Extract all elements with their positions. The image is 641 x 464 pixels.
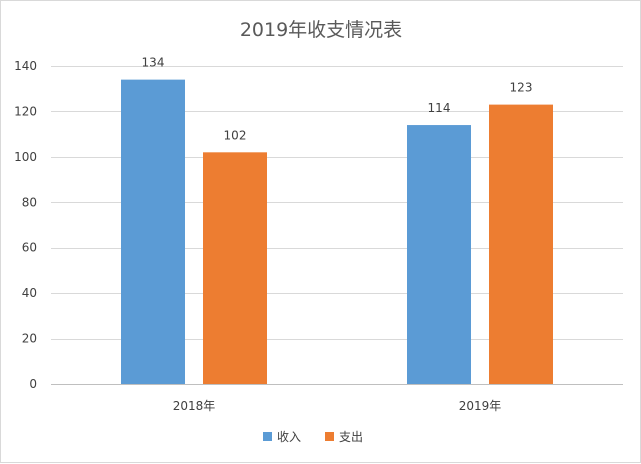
bar-expense [489,104,553,384]
legend-label: 支出 [339,430,363,444]
y-tick-label: 100 [14,150,37,164]
x-category-label: 2019年 [459,399,502,413]
data-label: 123 [510,81,533,95]
legend: 收入 支出 [263,430,363,444]
x-axis-categories: 2018年 2019年 [173,399,502,413]
y-tick-label: 0 [29,377,37,391]
bar-expense [203,152,267,384]
bar-income [407,125,471,385]
data-label: 102 [224,128,247,142]
y-tick-label: 20 [22,332,37,346]
x-category-label: 2018年 [173,399,216,413]
data-label: 114 [428,101,451,115]
data-label: 134 [142,56,165,70]
bars [121,79,553,385]
bar-income [121,79,185,384]
y-tick-label: 80 [22,195,37,209]
y-tick-label: 40 [22,286,37,300]
chart-title: 2019年收支情况表 [240,19,402,41]
y-tick-label: 60 [22,241,37,255]
y-axis-ticks: 0 20 40 60 80 100 120 140 [14,59,37,391]
y-tick-label: 140 [14,59,37,73]
data-labels: 134 102 114 123 [142,56,533,143]
y-tick-label: 120 [14,104,37,118]
legend-label: 收入 [277,430,301,444]
legend-swatch [325,432,334,441]
legend-swatch [263,432,272,441]
